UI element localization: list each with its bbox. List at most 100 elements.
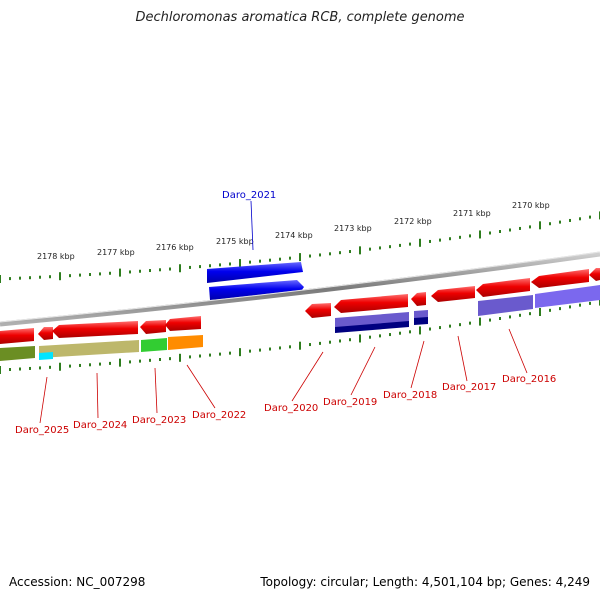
minor-tick <box>129 360 131 364</box>
minor-tick <box>429 327 431 331</box>
gene-daro-2023[interactable] <box>52 321 138 338</box>
minor-tick <box>29 366 31 370</box>
kbp-label: 2178 kbp <box>37 252 75 261</box>
major-tick <box>59 362 61 371</box>
gene-daro-2018[interactable] <box>411 292 426 306</box>
minor-tick <box>89 273 91 277</box>
gene-label-daro-2022[interactable]: Daro_2022 <box>192 410 246 421</box>
minor-tick <box>29 276 31 280</box>
major-tick <box>119 268 121 277</box>
minor-tick <box>69 274 71 278</box>
gene-label-daro-2019[interactable]: Daro_2019 <box>323 397 377 408</box>
gene-daro-2022b[interactable] <box>165 316 201 331</box>
minor-tick <box>469 234 471 238</box>
minor-tick <box>139 269 141 273</box>
major-tick <box>59 272 61 281</box>
minor-tick <box>579 217 581 221</box>
genome-backbone-highlight <box>0 251 600 323</box>
minor-tick <box>389 245 391 249</box>
gene-daro-2015[interactable] <box>531 269 589 288</box>
major-tick <box>479 230 481 239</box>
kbp-label: 2170 kbp <box>512 201 550 210</box>
feature-khaki <box>39 340 139 358</box>
gene-label-daro-2016[interactable]: Daro_2016 <box>502 374 556 385</box>
minor-tick <box>209 353 211 357</box>
minor-tick <box>489 231 491 235</box>
gene-arrow <box>207 262 303 283</box>
minor-tick <box>459 323 461 327</box>
minor-tick <box>329 252 331 256</box>
gene-daro-2024[interactable] <box>38 327 53 340</box>
minor-tick <box>349 250 351 254</box>
kbp-label: 2172 kbp <box>394 217 432 226</box>
gene-label-daro-2024[interactable]: Daro_2024 <box>73 420 127 431</box>
genome-summary: Topology: circular; Length: 4,501,104 bp… <box>260 575 590 589</box>
minor-tick <box>349 338 351 342</box>
minor-tick <box>439 238 441 242</box>
minor-tick <box>9 277 11 281</box>
minor-tick <box>149 269 151 273</box>
minor-tick <box>309 254 311 258</box>
minor-tick <box>199 354 201 358</box>
minor-tick <box>39 366 41 370</box>
major-tick <box>119 358 121 367</box>
kbp-label: 2177 kbp <box>97 248 135 257</box>
kbp-label: 2171 kbp <box>453 209 491 218</box>
feature-green <box>141 338 167 352</box>
major-tick <box>0 275 1 283</box>
major-tick <box>0 366 1 374</box>
reverse-genes <box>0 268 600 344</box>
minor-tick <box>249 260 251 264</box>
gene-daro-2020[interactable] <box>305 303 331 318</box>
minor-tick <box>159 358 161 362</box>
minor-tick <box>589 215 591 219</box>
minor-tick <box>429 239 431 243</box>
minor-tick <box>189 355 191 359</box>
minor-tick <box>449 324 451 328</box>
gene-daro-2014[interactable] <box>589 268 600 281</box>
feature-bands <box>0 285 600 361</box>
major-tick <box>299 253 301 262</box>
minor-tick <box>489 318 491 322</box>
gene-daro-2025[interactable] <box>0 328 34 344</box>
gene-label-daro-2023[interactable]: Daro_2023 <box>132 415 186 426</box>
minor-tick <box>99 362 101 366</box>
kbp-label: 2173 kbp <box>334 224 372 233</box>
minor-tick <box>409 330 411 334</box>
gene-daro-2017[interactable] <box>431 286 475 302</box>
kbp-label: 2175 kbp <box>216 237 254 246</box>
gene-daro-2022[interactable] <box>140 320 166 334</box>
minor-tick <box>549 222 551 226</box>
minor-tick <box>19 276 21 280</box>
gene-label-daro-2018[interactable]: Daro_2018 <box>383 390 437 401</box>
gene-label-daro-2017[interactable]: Daro_2017 <box>442 382 496 393</box>
major-tick <box>239 348 241 357</box>
minor-tick <box>399 331 401 335</box>
gene-label-daro-2021[interactable]: Daro_2021 <box>222 190 276 201</box>
minor-tick <box>449 237 451 241</box>
minor-tick <box>509 315 511 319</box>
gene-daro-2016[interactable] <box>476 278 530 297</box>
major-tick <box>359 334 361 343</box>
minor-tick <box>129 270 131 274</box>
minor-tick <box>499 230 501 233</box>
minor-tick <box>329 340 331 344</box>
minor-tick <box>99 272 101 276</box>
feature-orange <box>168 335 203 350</box>
kbp-label: 2176 kbp <box>156 243 194 252</box>
gene-label-daro-2020[interactable]: Daro_2020 <box>264 403 318 414</box>
gene-daro-2019[interactable] <box>334 294 408 313</box>
minor-tick <box>319 341 321 345</box>
major-tick <box>419 326 421 335</box>
minor-tick <box>589 301 591 305</box>
major-tick <box>419 238 421 247</box>
feature-olive <box>0 346 35 361</box>
minor-tick <box>49 275 51 279</box>
minor-tick <box>19 367 21 371</box>
kbp-label: 2174 kbp <box>275 231 313 240</box>
major-tick <box>299 341 301 350</box>
gene-label-daro-2025[interactable]: Daro_2025 <box>15 425 69 436</box>
gene-labels: Daro_2021 Daro_2025 Daro_2024 Daro_2023 … <box>15 190 556 436</box>
minor-tick <box>39 275 41 279</box>
